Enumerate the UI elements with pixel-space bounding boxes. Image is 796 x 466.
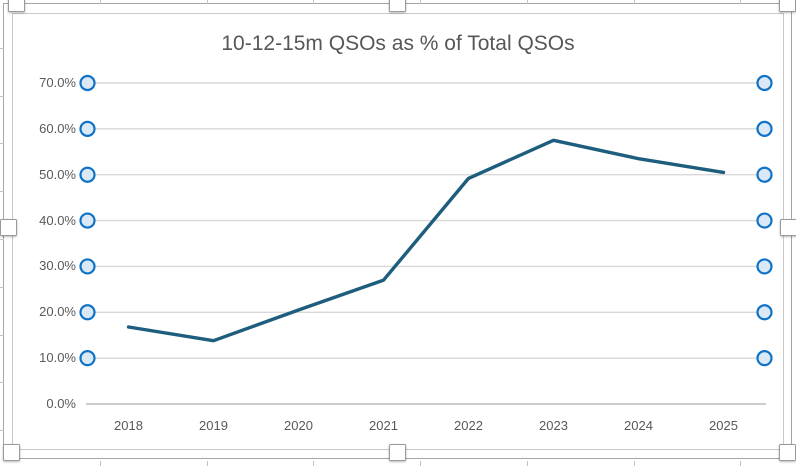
resize-handle-top-left[interactable] — [8, 0, 25, 12]
worksheet-gridline-stub — [634, 0, 635, 4]
worksheet-gridline-stub — [527, 461, 528, 466]
x-axis-tick-label-2020: 2020 — [284, 418, 313, 433]
x-axis-tick-label-2022: 2022 — [454, 418, 483, 433]
resize-handle-bottom-left[interactable] — [3, 444, 20, 461]
gridline-selection-circle-left-70 — [79, 74, 96, 92]
worksheet-gridline-stub — [0, 430, 4, 431]
worksheet-gridline-stub — [313, 0, 314, 4]
x-axis-tick-label-2025: 2025 — [709, 418, 738, 433]
gridline-selection-circle-right-30 — [756, 258, 773, 275]
resize-handle-top-middle[interactable] — [389, 0, 406, 12]
worksheet-gridline-stub — [740, 461, 741, 466]
worksheet-gridline-stub — [0, 48, 4, 49]
gridline-selection-circle-right-40 — [756, 212, 773, 229]
chart-title[interactable]: 10-12-15m QSOs as % of Total QSOs — [221, 32, 575, 55]
gridline-selection-circle-left-40 — [79, 212, 96, 229]
resize-handle-left-middle[interactable] — [0, 219, 17, 236]
worksheet-gridline-stub — [0, 239, 4, 240]
y-axis-tick-label-20.0%: 20.0% — [39, 304, 76, 320]
y-axis-tick-label-30.0%: 30.0% — [39, 258, 76, 274]
y-axis-tick-label-40.0%: 40.0% — [39, 212, 76, 228]
y-axis-tick-label-50.0%: 50.0% — [39, 166, 76, 182]
worksheet-gridline-stub — [207, 0, 208, 4]
worksheet-gridline-stub — [0, 143, 4, 144]
worksheet-gridline-stub — [100, 0, 101, 4]
worksheet-gridline-stub — [527, 0, 528, 4]
resize-handle-bottom-right[interactable] — [779, 444, 796, 461]
gridline-selection-circle-right-60 — [756, 120, 773, 137]
resize-handle-top-right[interactable] — [779, 0, 796, 12]
gridline-selection-circle-left-10 — [79, 350, 96, 367]
worksheet-gridline-stub — [634, 461, 635, 466]
gridline-selection-circle-left-50 — [79, 166, 96, 183]
worksheet-gridline-stub — [100, 461, 101, 466]
x-axis-tick-label-2019: 2019 — [199, 418, 228, 433]
gridline-selection-circle-left-20 — [79, 304, 96, 321]
gridline-selection-circle-right-50 — [756, 166, 773, 183]
worksheet-gridline-stub — [420, 461, 421, 466]
resize-handle-bottom-middle[interactable] — [389, 444, 406, 461]
gridline-selection-circle-right-70 — [756, 74, 773, 92]
y-axis-tick-label-10.0%: 10.0% — [39, 350, 76, 366]
resize-handle-right-middle[interactable] — [780, 219, 796, 236]
worksheet-gridline-stub — [0, 382, 4, 383]
y-axis-tick-label-70.0%: 70.0% — [39, 75, 76, 90]
worksheet-gridline-stub — [207, 461, 208, 466]
gridline-selection-circle-right-10 — [756, 350, 773, 367]
worksheet-gridline-stub — [740, 0, 741, 4]
x-axis-tick-label-2018: 2018 — [114, 418, 143, 433]
worksheet-gridline-stub — [0, 335, 4, 336]
x-axis-tick-label-2023: 2023 — [539, 418, 568, 433]
worksheet-gridline-stub — [420, 0, 421, 4]
gridline-selection-circle-left-60 — [79, 120, 96, 137]
worksheet-gridline-stub — [0, 96, 4, 97]
worksheet-gridline-stub — [0, 191, 4, 192]
worksheet-gridline-stub — [0, 287, 4, 288]
y-axis-tick-label-0.0%: 0.0% — [46, 396, 76, 411]
x-axis-tick-label-2021: 2021 — [369, 418, 398, 433]
y-axis-tick-label-60.0%: 60.0% — [39, 120, 76, 136]
gridline-selection-circle-right-20 — [756, 304, 773, 321]
worksheet-gridline-stub — [313, 461, 314, 466]
gridline-selection-circle-left-30 — [79, 258, 96, 275]
x-axis-tick-label-2024: 2024 — [624, 418, 653, 433]
series-line[interactable] — [126, 138, 726, 343]
